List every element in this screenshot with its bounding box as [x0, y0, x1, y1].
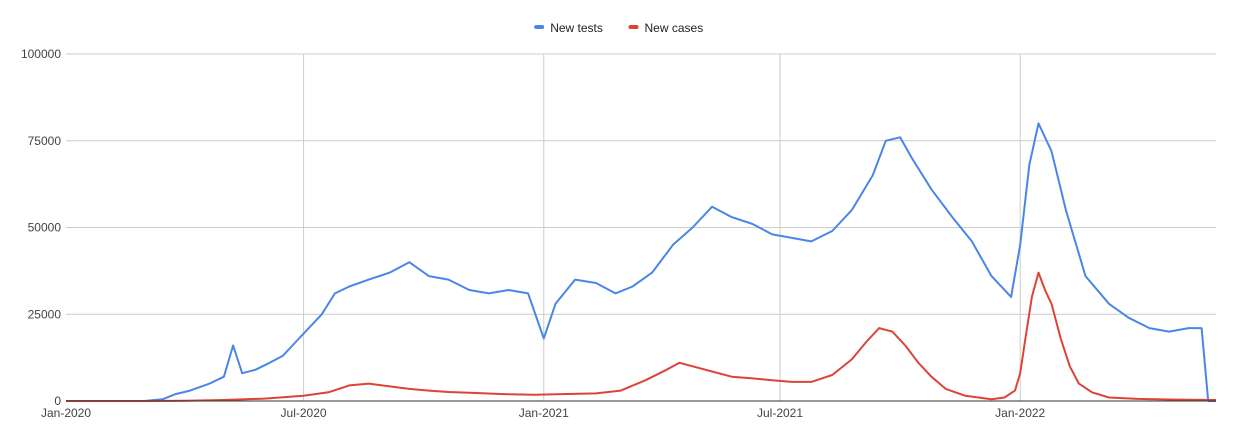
series-line-0	[66, 122, 1216, 402]
y-tick-label: 75000	[28, 134, 62, 148]
legend-swatch-1	[628, 25, 639, 29]
x-axis-ticks: Jan-2020 Jul-2020 Jan-2021 Jul-2021 Jan-2022	[41, 406, 1046, 420]
x-tick-label: Jul-2020	[281, 406, 327, 420]
y-axis-ticks: 0 25000 50000 75000 100000	[21, 47, 61, 408]
legend: New tests New cases	[534, 21, 703, 35]
y-tick-label: 25000	[28, 307, 62, 321]
x-tick-label: Jan-2020	[41, 406, 91, 420]
legend-swatch-0	[534, 25, 545, 29]
x-tick-label: Jan-2022	[995, 406, 1045, 420]
y-tick-label: 0	[54, 394, 61, 408]
legend-label-1: New cases	[645, 21, 704, 35]
y-tick-label: 50000	[28, 221, 62, 235]
series-lines	[66, 122, 1217, 402]
y-tick-label: 100000	[21, 47, 61, 61]
grid-lines	[66, 53, 1216, 401]
x-tick-label: Jan-2021	[519, 406, 569, 420]
legend-label-0: New tests	[550, 21, 603, 35]
series-line-1	[66, 271, 1217, 402]
x-tick-label: Jul-2021	[757, 406, 803, 420]
